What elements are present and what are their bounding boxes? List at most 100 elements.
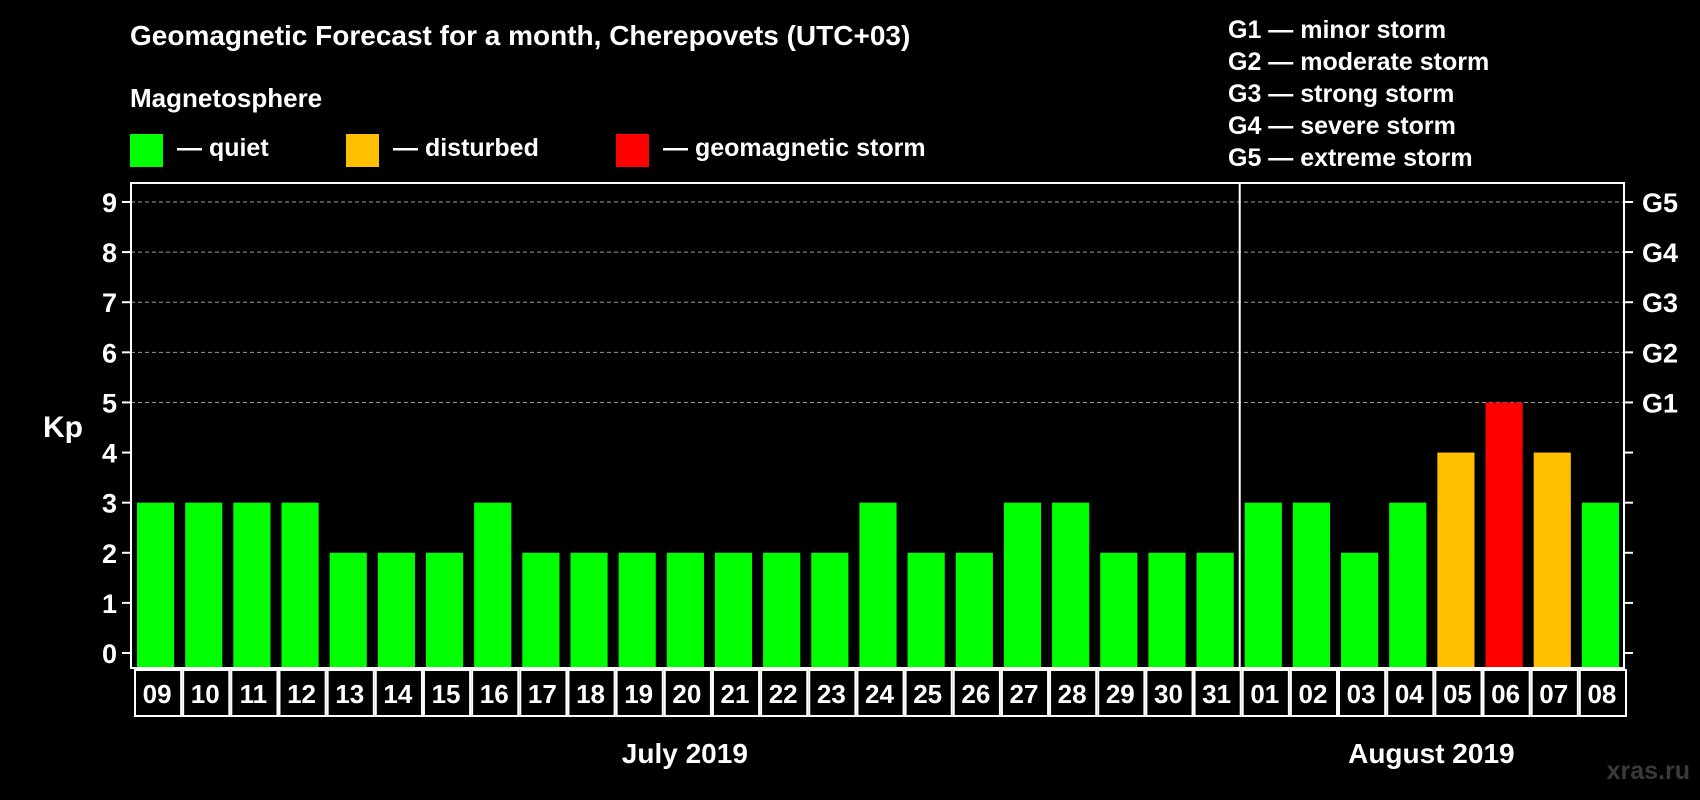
day-label-13: 22 bbox=[769, 679, 798, 709]
day-box-18 bbox=[1000, 669, 1050, 717]
y-tick-label-1: 1 bbox=[102, 589, 117, 619]
day-box-28 bbox=[1482, 669, 1531, 717]
bar-4 bbox=[329, 552, 367, 668]
month-label-1: August 2019 bbox=[1348, 738, 1515, 769]
grid-lines bbox=[131, 201, 1624, 403]
day-label-12: 21 bbox=[721, 679, 750, 709]
day-label-15: 24 bbox=[865, 679, 894, 709]
day-box-24 bbox=[1289, 669, 1339, 717]
magnetosphere-label: Magnetosphere bbox=[130, 83, 323, 113]
month-label-0: July 2019 bbox=[622, 738, 748, 769]
day-box-25 bbox=[1338, 669, 1387, 717]
bar-28 bbox=[1485, 402, 1523, 668]
day-box-8 bbox=[519, 669, 568, 717]
day-label-29: 07 bbox=[1539, 679, 1568, 709]
day-box-9 bbox=[567, 669, 616, 717]
day-label-28: 06 bbox=[1491, 679, 1520, 709]
day-box-12 bbox=[711, 669, 761, 717]
g-level-g1: G1 — minor storm bbox=[1228, 16, 1447, 44]
day-box-5 bbox=[374, 669, 423, 717]
day-box-23 bbox=[1241, 669, 1290, 717]
day-label-7: 16 bbox=[480, 679, 509, 709]
day-box-1 bbox=[182, 669, 231, 717]
day-box-19 bbox=[1049, 669, 1098, 717]
bar-0 bbox=[137, 502, 175, 668]
bar-24 bbox=[1292, 502, 1331, 668]
g-level-g5: G5 — extreme storm bbox=[1228, 144, 1473, 172]
bar-25 bbox=[1341, 552, 1379, 668]
bars bbox=[137, 402, 1619, 668]
day-label-5: 14 bbox=[383, 679, 412, 709]
day-label-3: 12 bbox=[287, 679, 316, 709]
bar-18 bbox=[1003, 502, 1042, 668]
g-axis-label-g2: G2 bbox=[1642, 338, 1678, 368]
bar-2 bbox=[233, 502, 271, 668]
g-axis-label-g3: G3 bbox=[1642, 288, 1678, 318]
y-tick-label-2: 2 bbox=[102, 539, 117, 569]
y-tick-label-9: 9 bbox=[102, 188, 117, 218]
bar-26 bbox=[1389, 502, 1427, 668]
y-tick-label-4: 4 bbox=[102, 439, 117, 469]
bar-5 bbox=[377, 552, 415, 668]
day-box-26 bbox=[1386, 669, 1435, 717]
bar-19 bbox=[1052, 502, 1090, 668]
legend-label-quiet: — quiet bbox=[177, 134, 269, 162]
g-axis-label-g5: G5 bbox=[1642, 188, 1678, 218]
y-tick-label-0: 0 bbox=[102, 639, 117, 669]
day-label-9: 18 bbox=[576, 679, 605, 709]
day-label-24: 02 bbox=[1298, 679, 1327, 709]
bar-10 bbox=[618, 552, 656, 668]
day-box-20 bbox=[1097, 669, 1146, 717]
day-box-3 bbox=[278, 669, 327, 717]
day-label-4: 13 bbox=[335, 679, 364, 709]
day-label-22: 31 bbox=[1202, 679, 1231, 709]
day-label-16: 25 bbox=[913, 679, 942, 709]
day-label-2: 11 bbox=[240, 679, 268, 709]
legend-swatch-storm bbox=[616, 134, 649, 167]
y-axis-label: Kp bbox=[43, 411, 83, 444]
day-label-26: 04 bbox=[1395, 679, 1424, 709]
bar-7 bbox=[474, 502, 512, 668]
day-box-30 bbox=[1578, 669, 1628, 717]
bar-11 bbox=[666, 552, 704, 668]
day-box-11 bbox=[663, 669, 712, 717]
bar-30 bbox=[1581, 502, 1619, 668]
bar-17 bbox=[955, 552, 993, 668]
g-level-g2: G2 — moderate storm bbox=[1228, 48, 1490, 76]
legend-swatch-quiet bbox=[130, 134, 163, 167]
bar-27 bbox=[1437, 452, 1475, 668]
bar-6 bbox=[425, 552, 464, 668]
day-label-23: 01 bbox=[1250, 679, 1279, 709]
bar-16 bbox=[907, 552, 945, 668]
day-box-29 bbox=[1530, 669, 1579, 717]
day-label-21: 30 bbox=[1154, 679, 1183, 709]
day-box-7 bbox=[471, 669, 520, 717]
bar-21 bbox=[1148, 552, 1186, 668]
x-axis: 09 10 11 12 13 14 15 16 17 18 19 20 21 22 23 24 25 26 27 28… bbox=[134, 669, 1628, 769]
g-level-legend: G1 — minor storm G2 — moderate storm G3 … bbox=[1228, 14, 1489, 174]
legend-label-disturbed: — disturbed bbox=[393, 134, 539, 162]
legend-swatch-disturbed bbox=[346, 134, 379, 167]
bar-3 bbox=[281, 502, 319, 668]
y-tick-label-5: 5 bbox=[102, 388, 117, 418]
day-box-2 bbox=[230, 669, 279, 717]
day-label-6: 15 bbox=[432, 679, 461, 709]
day-box-4 bbox=[326, 669, 375, 717]
day-box-21 bbox=[1145, 669, 1194, 717]
watermark: xras.ru bbox=[1606, 757, 1690, 785]
day-box-16 bbox=[904, 669, 953, 717]
day-label-17: 26 bbox=[961, 679, 990, 709]
day-label-14: 23 bbox=[817, 679, 846, 709]
bar-13 bbox=[763, 552, 801, 668]
day-box-6 bbox=[422, 669, 472, 717]
day-box-22 bbox=[1193, 669, 1242, 717]
y-tick-label-8: 8 bbox=[102, 238, 117, 268]
day-box-27 bbox=[1434, 669, 1483, 717]
g-axis-label-g4: G4 bbox=[1642, 238, 1678, 268]
day-label-20: 29 bbox=[1106, 679, 1135, 709]
bar-20 bbox=[1100, 552, 1138, 668]
bar-22 bbox=[1196, 552, 1234, 668]
bar-12 bbox=[714, 552, 753, 668]
plot-frame bbox=[130, 182, 1625, 669]
